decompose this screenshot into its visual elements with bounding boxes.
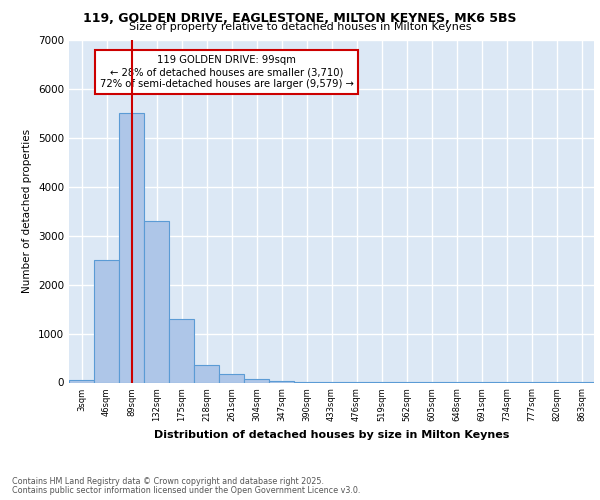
Bar xyxy=(119,114,144,382)
Bar xyxy=(69,380,94,382)
Bar xyxy=(244,379,269,382)
Text: 119, GOLDEN DRIVE, EAGLESTONE, MILTON KEYNES, MK6 5BS: 119, GOLDEN DRIVE, EAGLESTONE, MILTON KE… xyxy=(83,12,517,26)
Bar xyxy=(194,366,219,382)
Bar xyxy=(144,221,169,382)
Text: 119 GOLDEN DRIVE: 99sqm
← 28% of detached houses are smaller (3,710)
72% of semi: 119 GOLDEN DRIVE: 99sqm ← 28% of detache… xyxy=(100,56,353,88)
Text: Size of property relative to detached houses in Milton Keynes: Size of property relative to detached ho… xyxy=(129,22,471,32)
Y-axis label: Number of detached properties: Number of detached properties xyxy=(22,129,32,294)
Text: Contains public sector information licensed under the Open Government Licence v3: Contains public sector information licen… xyxy=(12,486,361,495)
Bar xyxy=(269,381,294,382)
Text: Contains HM Land Registry data © Crown copyright and database right 2025.: Contains HM Land Registry data © Crown c… xyxy=(12,477,324,486)
Bar xyxy=(94,260,119,382)
Bar xyxy=(219,374,244,382)
Bar xyxy=(169,319,194,382)
X-axis label: Distribution of detached houses by size in Milton Keynes: Distribution of detached houses by size … xyxy=(154,430,509,440)
